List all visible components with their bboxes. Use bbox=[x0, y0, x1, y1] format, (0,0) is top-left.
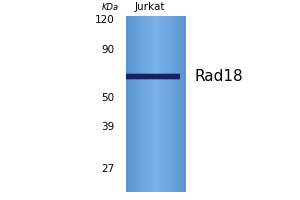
Text: 120: 120 bbox=[94, 15, 114, 25]
Text: 27: 27 bbox=[101, 164, 114, 174]
Text: 39: 39 bbox=[101, 122, 114, 132]
Bar bbox=[126, 78, 180, 80]
Text: KDa: KDa bbox=[101, 3, 118, 12]
Text: 50: 50 bbox=[101, 93, 114, 103]
Text: 90: 90 bbox=[101, 45, 114, 55]
Text: Jurkat: Jurkat bbox=[135, 2, 165, 12]
Bar bbox=[126, 73, 180, 75]
Bar bbox=[126, 74, 180, 79]
Text: Rad18: Rad18 bbox=[195, 69, 243, 84]
